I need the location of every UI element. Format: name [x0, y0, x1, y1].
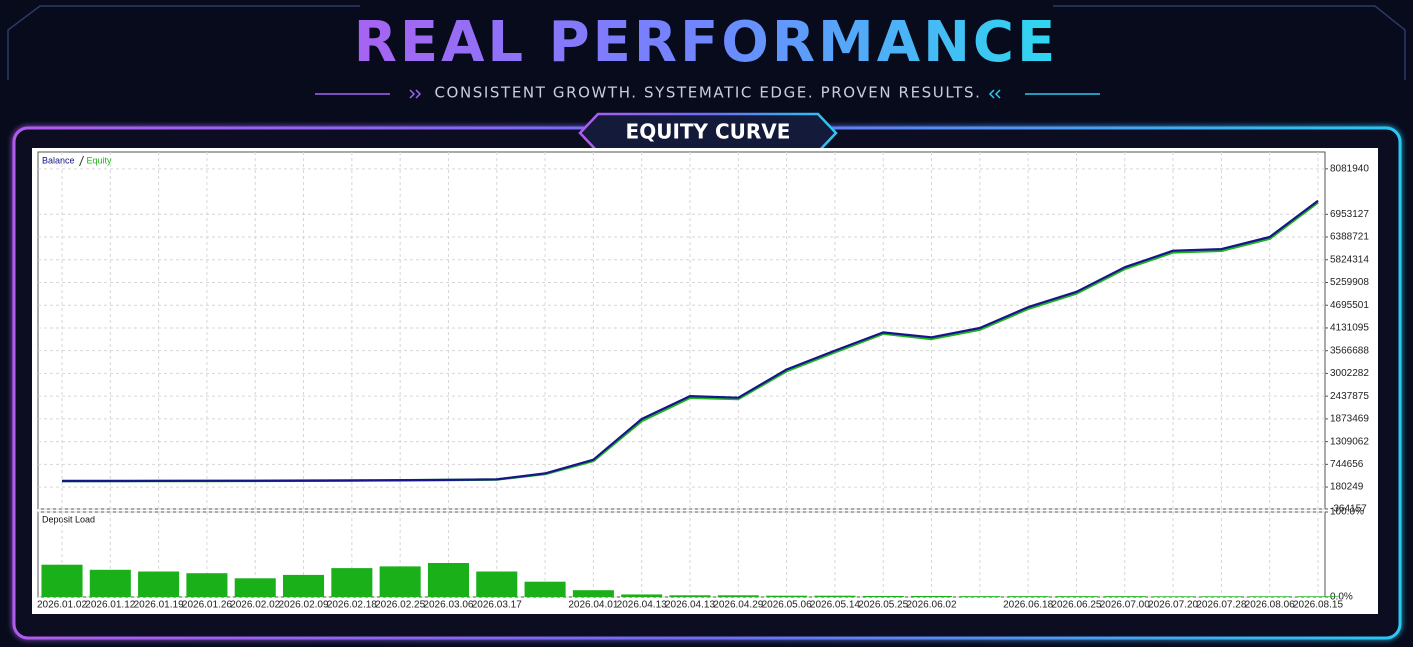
x-tick-label: 2026.04.13 [617, 600, 667, 611]
bar [427, 563, 469, 597]
x-tick-label: 2026.07.28 [1196, 600, 1246, 611]
bar [1007, 596, 1049, 597]
x-tick-label: 2026.06.18 [1003, 600, 1053, 611]
x-tick-label: 2026.01.02 [37, 600, 87, 611]
chevron [409, 89, 422, 99]
bar [331, 568, 373, 597]
bar [41, 564, 83, 597]
legend-separator [79, 155, 84, 167]
x-tick-label: 2026.02.25 [375, 600, 425, 611]
x-tick-label: 2026.05.06 [762, 600, 812, 611]
y-tick-label: 8081940 [1330, 163, 1369, 174]
x-tick-label: 2026.04.01 [568, 600, 618, 611]
y-tick-label: 744656 [1330, 459, 1364, 470]
y-tick-label: 1873469 [1330, 414, 1369, 425]
x-tick-label: 2026.05.25 [858, 600, 908, 611]
y-tick-label: 6388721 [1330, 232, 1369, 243]
x-tick-label: 2026.08.15 [1293, 600, 1343, 611]
page-title: REAL PERFORMANCE [354, 10, 1059, 75]
x-tick-label: 2026.07.00 [1100, 600, 1150, 611]
series-line [62, 199, 1319, 483]
bar [621, 594, 663, 597]
y-tick-label: 100.0% [1330, 507, 1364, 518]
bar [1055, 596, 1097, 597]
x-tick-label: 2026.07.20 [1148, 600, 1198, 611]
bar [476, 571, 518, 597]
bar [138, 571, 180, 597]
bar [959, 596, 1001, 597]
x-tick-label: 2026.01.26 [182, 600, 232, 611]
x-tick-label: 2026.06.25 [1051, 600, 1101, 611]
x-tick-label: 2026.03.17 [472, 600, 522, 611]
bar [1200, 596, 1242, 597]
x-tick-label: 2026.06.02 [907, 600, 957, 611]
legend-label: Equity [87, 155, 113, 165]
y-tick-label: 4695501 [1330, 300, 1369, 311]
bar [766, 595, 808, 597]
x-tick-label: 2026.01.12 [85, 600, 135, 611]
x-tick-label: 2026.08.06 [1245, 600, 1295, 611]
bar [717, 595, 759, 597]
bar [572, 590, 614, 597]
bar [1152, 596, 1194, 597]
x-tick-label: 2026.01.19 [134, 600, 184, 611]
bar [862, 595, 904, 597]
bar [1104, 596, 1146, 597]
bar [186, 573, 228, 597]
y-tick-label: 5824314 [1330, 254, 1369, 265]
bar [911, 595, 953, 597]
y-tick-label: 6953127 [1330, 209, 1369, 220]
page-subtitle: CONSISTENT GROWTH. SYSTEMATIC EDGE. PROV… [434, 84, 981, 102]
chart-panel [32, 148, 1378, 614]
y-tick-label: 1309062 [1330, 436, 1369, 447]
x-tick-label: 2026.04.13 [665, 600, 715, 611]
bar [669, 595, 711, 597]
bar [379, 566, 421, 597]
legend-label: Balance [42, 155, 75, 165]
bar [524, 581, 566, 597]
chevron [988, 89, 1001, 99]
y-tick-label: 3566688 [1330, 345, 1369, 356]
bar [234, 578, 276, 597]
x-tick-label: 2026.03.06 [423, 600, 473, 611]
x-tick-label: 2026.05.14 [810, 600, 860, 611]
y-tick-label: -364157 [1330, 504, 1367, 515]
y-tick-label: 4131095 [1330, 323, 1369, 334]
x-tick-label: 2026.04.29 [713, 600, 763, 611]
subchart-title: Deposit Load [42, 514, 95, 524]
y-tick-label: 5259908 [1330, 277, 1369, 288]
y-tick-label: 3002282 [1330, 368, 1369, 379]
top-frame [7, 5, 1406, 80]
bar [1249, 596, 1291, 597]
badge-label: EQUITY CURVE [626, 120, 791, 144]
x-tick-label: 2026.02.02 [230, 600, 280, 611]
x-tick-label: 2026.02.18 [327, 600, 377, 611]
bar [283, 574, 325, 597]
bar [89, 569, 131, 597]
x-tick-label: 2026.02.09 [279, 600, 329, 611]
y-tick-label: 180249 [1330, 482, 1364, 493]
y-tick-label: 0.0% [1330, 592, 1353, 603]
bar [1297, 596, 1339, 597]
y-tick-label: 2437875 [1330, 391, 1369, 402]
bar [814, 595, 856, 597]
